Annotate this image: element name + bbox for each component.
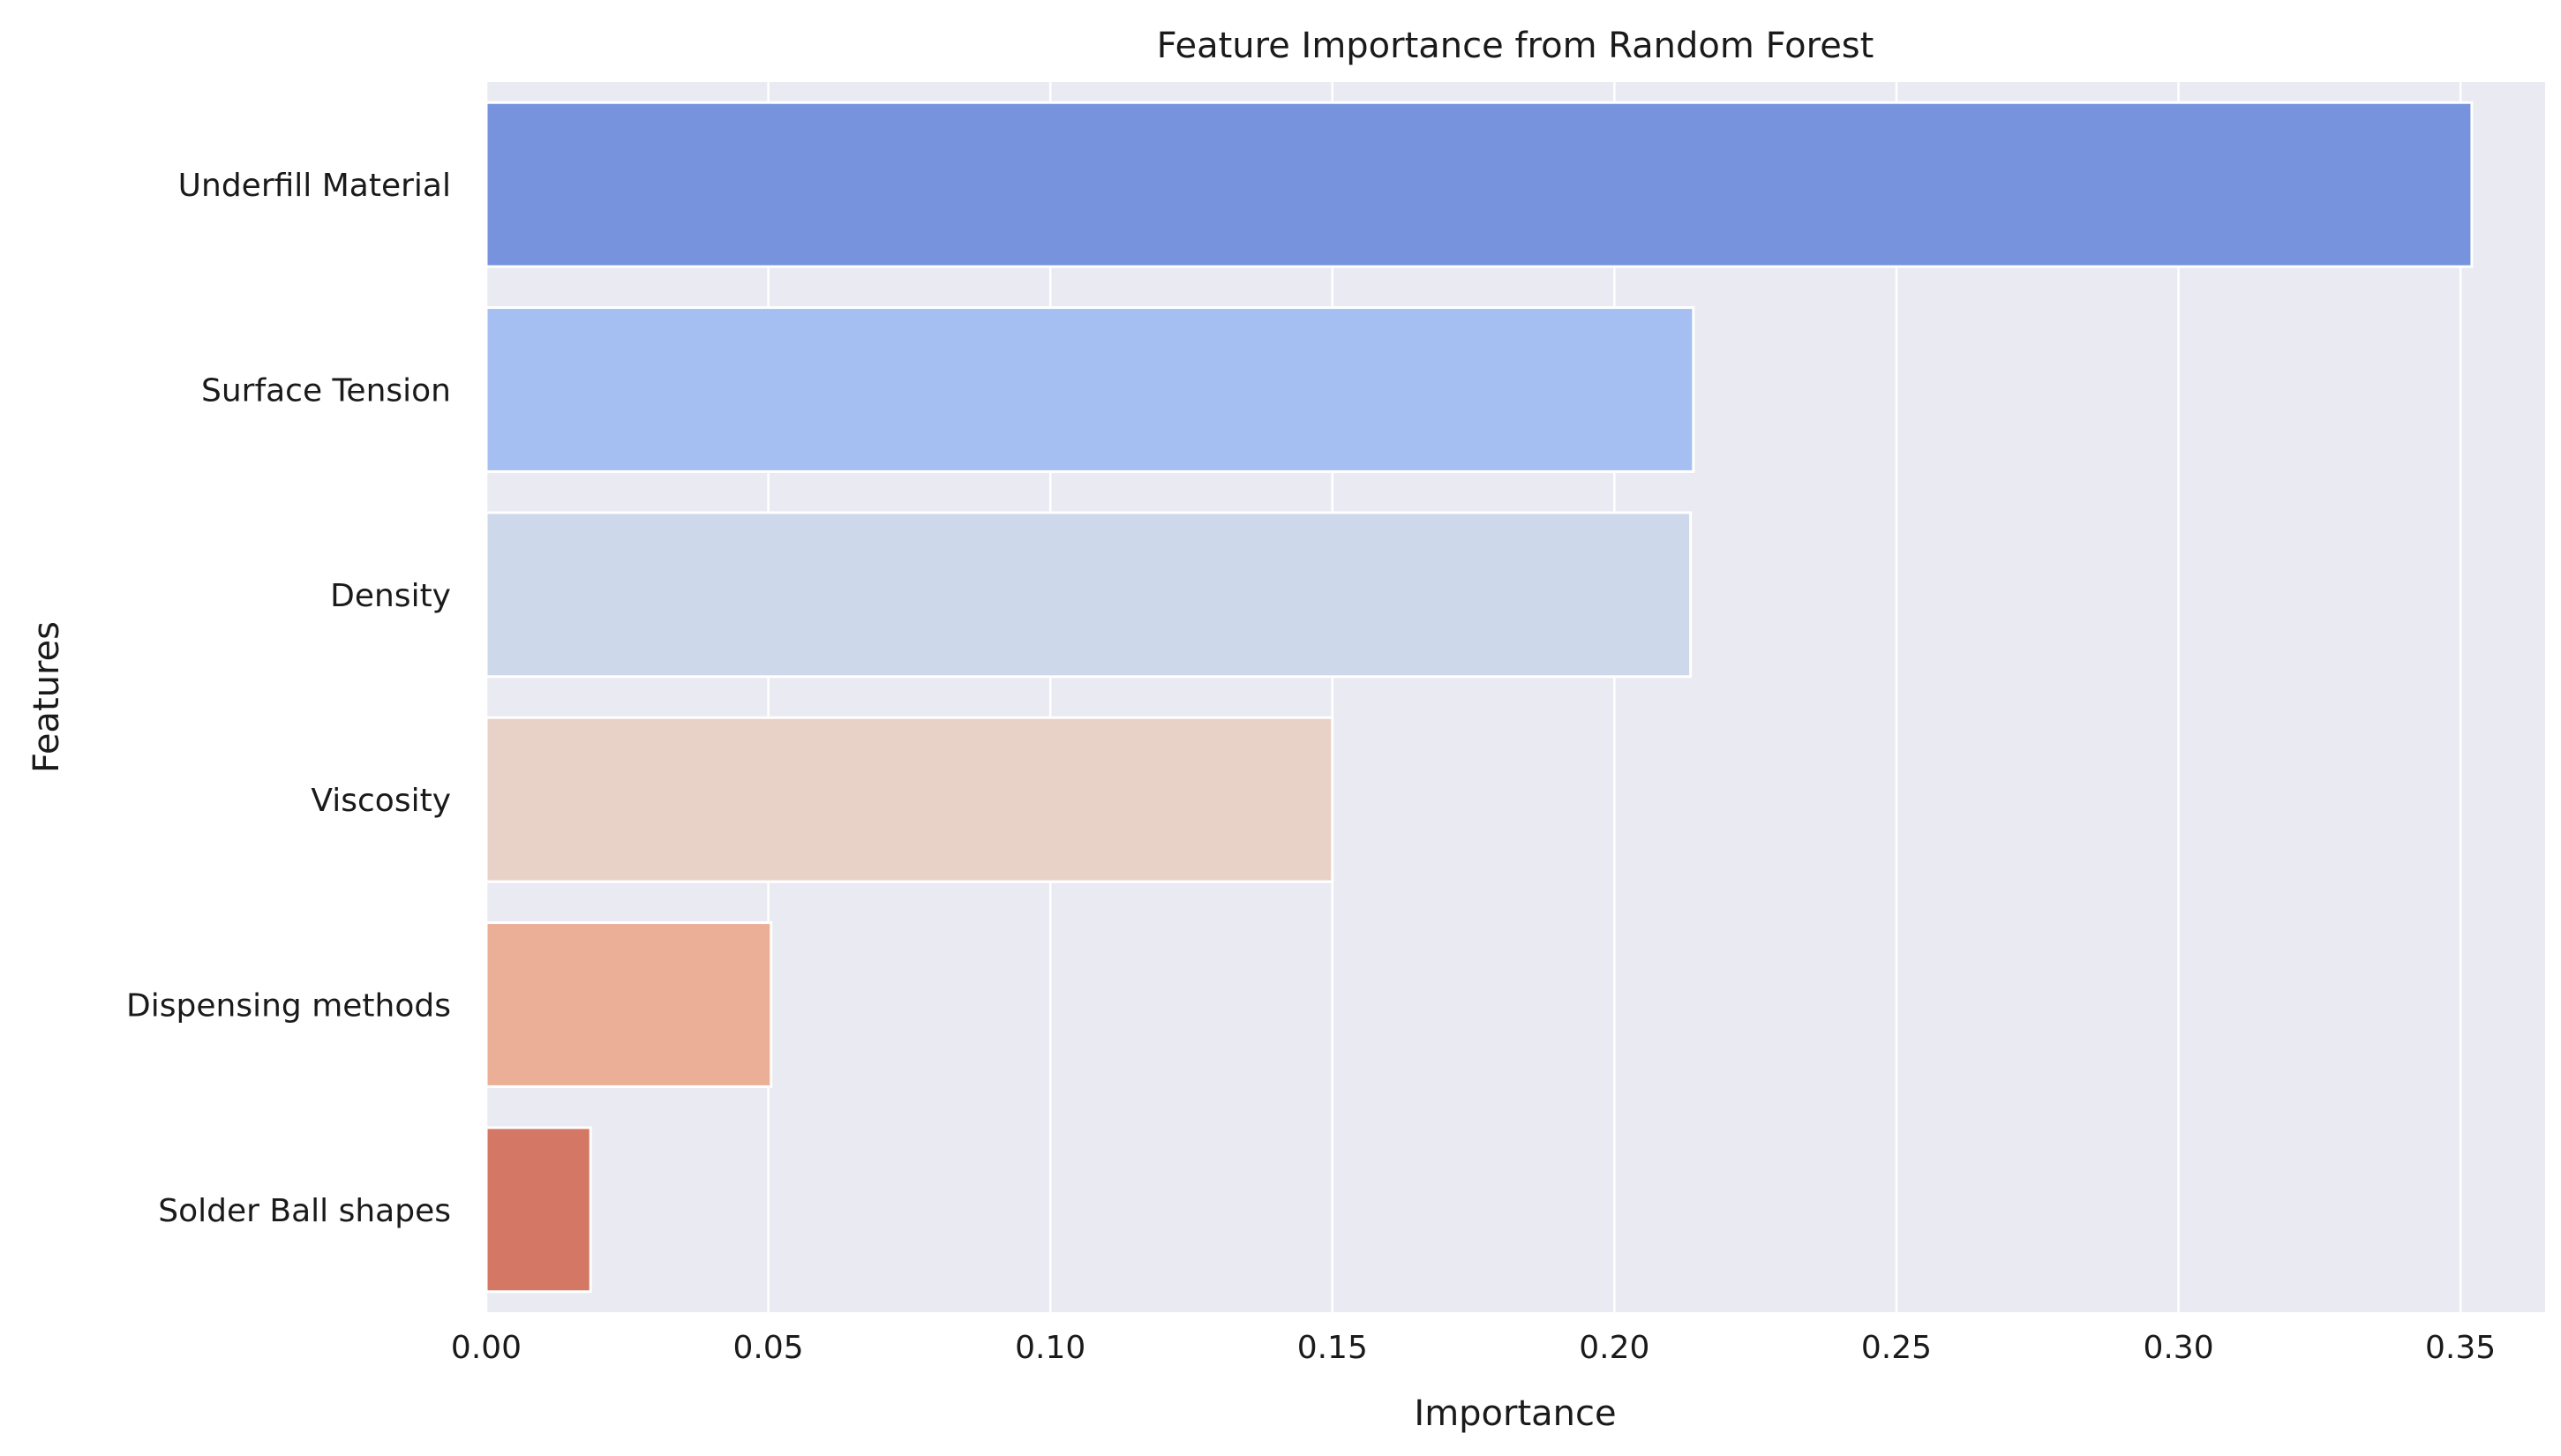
x-tick-label: 0.20 bbox=[1579, 1330, 1649, 1366]
x-tick-label: 0.35 bbox=[2425, 1330, 2496, 1366]
y-tick-label: Viscosity bbox=[311, 783, 451, 819]
y-axis-label: Features bbox=[26, 621, 67, 773]
chart-title: Feature Importance from Random Forest bbox=[1157, 26, 1874, 66]
y-tick-label: Density bbox=[330, 578, 451, 614]
x-tick-label: 0.10 bbox=[1015, 1330, 1085, 1366]
plot-area bbox=[486, 82, 2545, 1312]
x-axis-label: Importance bbox=[1414, 1393, 1616, 1434]
bar bbox=[484, 101, 2474, 268]
bar bbox=[484, 306, 1695, 473]
x-tick-label: 0.15 bbox=[1297, 1330, 1368, 1366]
y-tick-label: Underfill Material bbox=[178, 168, 451, 204]
x-tick-label: 0.30 bbox=[2143, 1330, 2213, 1366]
y-tick-label: Surface Tension bbox=[201, 373, 451, 409]
bar bbox=[484, 921, 773, 1088]
y-tick-labels: Underfill Material Surface Tension Density… bbox=[126, 168, 451, 1229]
y-tick-label: Dispensing methods bbox=[126, 988, 451, 1024]
x-tick-label: 0.05 bbox=[733, 1330, 804, 1366]
bars bbox=[484, 101, 2474, 1294]
y-tick-label: Solder Ball shapes bbox=[158, 1193, 451, 1229]
bar bbox=[484, 1126, 592, 1294]
x-tick-label: 0.25 bbox=[1861, 1330, 1932, 1366]
bar bbox=[484, 511, 1693, 679]
grid bbox=[484, 82, 2462, 1312]
bar bbox=[484, 716, 1334, 883]
x-tick-labels: 0.00 0.05 0.10 0.15 0.20 0.25 0.30 0.35 bbox=[451, 1330, 2496, 1366]
x-tick-label: 0.00 bbox=[451, 1330, 522, 1366]
